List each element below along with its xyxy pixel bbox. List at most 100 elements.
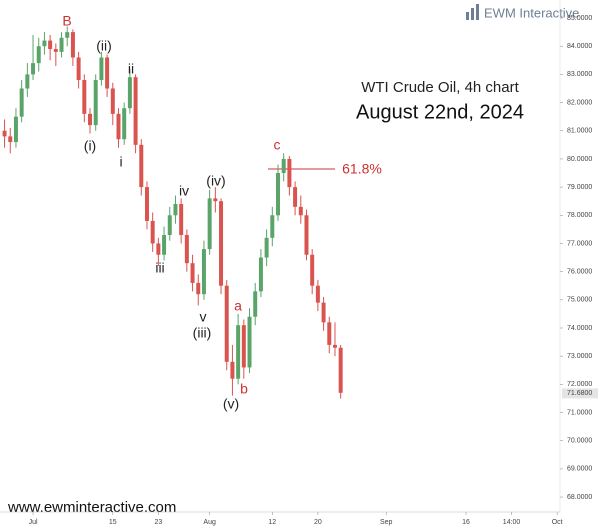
y-tick-label: 85.0000 <box>567 15 592 22</box>
y-tick-label: 84.0000 <box>567 43 592 50</box>
y-tick-label: 71.0000 <box>567 409 592 416</box>
candle-body <box>332 344 337 348</box>
candle-body <box>315 285 320 303</box>
candle-body <box>122 108 127 140</box>
candle-body <box>247 316 252 368</box>
candle-body <box>287 158 292 188</box>
candle-body <box>184 235 189 264</box>
y-tick-label: 80.0000 <box>567 156 592 163</box>
candle-body <box>167 215 172 236</box>
candle-body <box>8 136 13 143</box>
y-tick-label: 68.0000 <box>567 494 592 501</box>
y-tick-label: 69.0000 <box>567 466 592 473</box>
chart-title: WTI Crude Oil, 4h chart <box>361 79 519 96</box>
candle-body <box>150 220 155 244</box>
x-tick-label: 16 <box>462 519 470 526</box>
candle-body <box>207 198 212 250</box>
candle-body <box>173 204 178 216</box>
candle-body <box>213 198 218 202</box>
candle-body <box>88 113 93 126</box>
wave-label: (iv) <box>206 173 225 189</box>
wave-label: i <box>119 154 122 170</box>
candle-body <box>53 49 58 52</box>
logo-bar <box>466 12 469 20</box>
y-tick-label: 72.0000 <box>567 381 592 388</box>
y-tick-label: 73.0000 <box>567 353 592 360</box>
wave-label: (v) <box>223 396 239 412</box>
y-tick-label: 76.0000 <box>567 268 592 275</box>
last-price-box <box>562 388 598 399</box>
candle-body <box>93 80 98 126</box>
candle-body <box>2 130 7 137</box>
wave-label: 61.8% <box>342 161 382 177</box>
x-tick-label: Aug <box>203 519 216 526</box>
candle-body <box>264 237 269 258</box>
chart-subtitle: August 22nd, 2024 <box>356 101 524 123</box>
candle-body <box>310 254 315 286</box>
x-tick-label: 15 <box>109 519 117 526</box>
candle-body <box>327 322 332 345</box>
y-tick-label: 70.0000 <box>567 438 592 445</box>
candle-body <box>19 88 24 117</box>
x-tick-label: 20 <box>314 519 322 526</box>
candle-body <box>321 302 326 323</box>
candle-body <box>190 263 195 283</box>
candle-body <box>258 257 263 292</box>
candle-body <box>76 57 81 81</box>
y-tick-label: 81.0000 <box>567 128 592 135</box>
candle-body <box>144 187 149 221</box>
y-tick-label: 74.0000 <box>567 325 592 332</box>
candle-body <box>25 74 30 89</box>
candle-body <box>105 57 110 89</box>
candle-body <box>281 158 286 174</box>
wave-label: b <box>240 381 248 397</box>
x-tick-label: Jul <box>29 519 38 526</box>
candle-body <box>236 325 241 379</box>
brand-logo <box>466 4 479 20</box>
x-tick-label: 14:00 <box>503 519 521 526</box>
y-tick-label: 83.0000 <box>567 71 592 78</box>
logo-bar <box>476 4 479 20</box>
candle-body <box>196 282 201 295</box>
candle-body <box>304 215 309 255</box>
wave-label: c <box>274 137 281 153</box>
candle-body <box>99 57 104 81</box>
candle-body <box>224 285 229 362</box>
wave-label: v <box>200 309 207 325</box>
candle-body <box>230 361 235 379</box>
candle-body <box>253 291 258 317</box>
y-tick-label: 75.0000 <box>567 297 592 304</box>
candle-body <box>110 88 115 114</box>
x-tick-label: 23 <box>154 519 162 526</box>
candle-body <box>31 63 36 75</box>
candle-body <box>293 187 298 207</box>
y-tick-label: 77.0000 <box>567 240 592 247</box>
candle-body <box>270 215 275 238</box>
candle-body <box>219 201 224 286</box>
candle-body <box>59 37 64 52</box>
candle-body <box>42 40 47 47</box>
candle-body <box>201 249 206 295</box>
y-tick-label: 78.0000 <box>567 212 592 219</box>
candle-body <box>48 40 53 50</box>
candle-body <box>82 80 87 114</box>
last-price-label: 71.6800 <box>567 390 592 397</box>
y-tick-label: 82.0000 <box>567 99 592 106</box>
candle-body <box>65 32 70 38</box>
wave-label: (ii) <box>96 38 112 54</box>
y-tick-label: 79.0000 <box>567 184 592 191</box>
candle-body <box>298 206 303 216</box>
candle-body <box>127 77 132 109</box>
candle-body <box>276 173 280 216</box>
wave-label: B <box>62 13 71 29</box>
wave-label: a <box>234 298 242 314</box>
candle-body <box>338 347 343 393</box>
x-tick-label: Oct <box>552 519 563 526</box>
candle-body <box>133 77 138 145</box>
wave-label: (iii) <box>193 325 212 341</box>
candle-body <box>139 144 144 188</box>
footer: www.ewminteractive.com <box>7 499 176 516</box>
candle-body <box>179 204 184 236</box>
